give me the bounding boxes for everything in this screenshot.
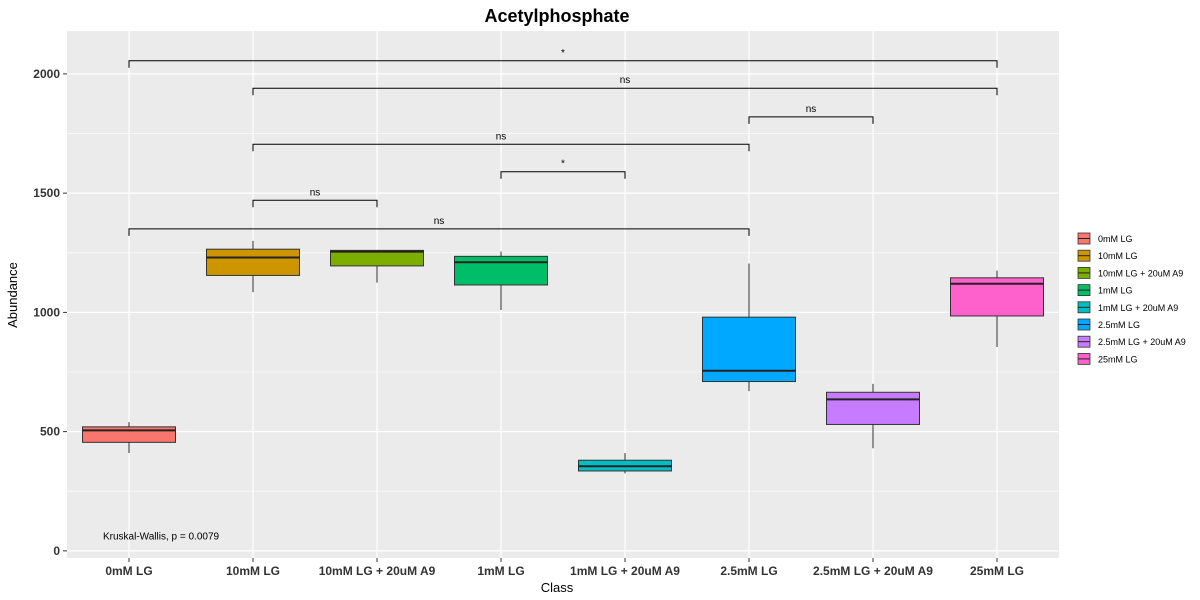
legend: 0mM LG 10mM LG 10mM LG + 20uM A9 1mM LG 1mM …	[1077, 232, 1186, 365]
bracket-label: ns	[620, 75, 631, 86]
x-tick-label: 1mM LG + 20uM A9	[570, 564, 680, 578]
legend-label: 1mM LG + 20uM A9	[1098, 303, 1178, 313]
comparison-bracket: *	[500, 159, 626, 179]
legend-item: 10mM LG + 20uM A9	[1077, 266, 1183, 279]
legend-label: 0mM LG	[1098, 234, 1133, 244]
x-tick-label: 2.5mM LG + 20uM A9	[813, 564, 933, 578]
legend-item: 1mM LG + 20uM A9	[1077, 301, 1178, 314]
box	[330, 249, 424, 267]
comparison-bracket: ns	[252, 187, 378, 208]
comparison-bracket: *	[128, 48, 998, 68]
legend-item: 1mM LG	[1077, 284, 1133, 297]
x-axis: 0mM LG 10mM LG 10mM LG + 20uM A9 1mM LG 1mM …	[105, 558, 1024, 578]
x-axis-title: Class	[541, 580, 574, 595]
x-tick-label: 1mM LG	[477, 564, 524, 578]
legend-label: 1mM LG	[1098, 286, 1133, 296]
chart-title: Acetylphosphate	[484, 6, 629, 26]
y-axis: 0 500 1000 1500 2000	[33, 67, 67, 558]
legend-item: 25mM LG	[1077, 352, 1138, 365]
box-group	[578, 453, 672, 474]
y-tick-label: 1500	[33, 186, 60, 200]
box-group	[826, 383, 920, 449]
stat-annotation: Kruskal-Wallis, p = 0.0079	[103, 532, 220, 543]
x-tick-label: 10mM LG	[226, 564, 280, 578]
comparison-bracket: ns	[252, 75, 998, 96]
x-tick-label: 25mM LG	[970, 564, 1024, 578]
legend-label: 10mM LG	[1098, 251, 1138, 261]
comparison-bracket: ns	[252, 131, 750, 152]
comparison-bracket: ns	[128, 216, 750, 236]
box	[206, 248, 300, 276]
bracket-label: ns	[310, 187, 321, 198]
bracket-line	[128, 60, 998, 68]
bracket-line	[252, 143, 750, 152]
y-tick-label: 0	[53, 544, 60, 558]
legend-item: 2.5mM LG	[1077, 318, 1140, 331]
bracket-line	[748, 116, 874, 124]
box-group	[950, 270, 1044, 347]
legend-label: 25mM LG	[1098, 354, 1138, 364]
bracket-label: ns	[806, 104, 817, 115]
box-group	[330, 249, 424, 283]
bracket-line	[500, 171, 626, 179]
box	[454, 255, 548, 286]
bracket-label: ns	[496, 131, 507, 142]
x-tick-label: 0mM LG	[105, 564, 152, 578]
box	[702, 316, 796, 383]
box	[82, 426, 176, 443]
y-axis-title: Abundance	[5, 262, 20, 328]
y-tick-label: 1000	[33, 305, 60, 319]
bracket-line	[252, 87, 998, 96]
comparison-bracket: ns	[748, 104, 874, 124]
box-group	[454, 251, 548, 310]
legend-label: 2.5mM LG	[1098, 320, 1140, 330]
bracket-line	[128, 228, 750, 236]
bracket-label: ns	[434, 216, 445, 227]
y-tick-label: 500	[40, 425, 60, 439]
panel-background	[67, 31, 1059, 558]
comparison-brackets: * ns ns ns * ns ns	[128, 48, 998, 236]
x-tick-label: 2.5mM LG	[720, 564, 777, 578]
bracket-label: *	[561, 48, 565, 59]
boxes	[82, 240, 1044, 474]
legend-label: 2.5mM LG + 20uM A9	[1098, 337, 1186, 347]
legend-item: 0mM LG	[1077, 232, 1133, 245]
box-group	[206, 240, 300, 293]
bracket-label: *	[561, 159, 565, 170]
box-group	[702, 263, 796, 392]
box	[826, 391, 920, 425]
box-group	[82, 422, 176, 454]
legend-item: 2.5mM LG + 20uM A9	[1077, 335, 1186, 348]
x-tick-label: 10mM LG + 20uM A9	[319, 564, 436, 578]
legend-label: 10mM LG + 20uM A9	[1098, 268, 1183, 278]
annotations: Kruskal-Wallis, p = 0.0079	[103, 532, 220, 543]
bracket-line	[252, 199, 378, 208]
legend-item: 10mM LG	[1077, 249, 1138, 262]
y-tick-label: 2000	[33, 67, 60, 81]
